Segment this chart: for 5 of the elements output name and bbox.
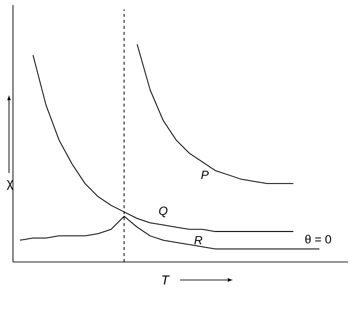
series-label: R (194, 236, 202, 244)
series-label: P (201, 170, 209, 179)
annotation: θ = 0 (305, 234, 332, 244)
series-label: Q (159, 206, 168, 218)
x-axis-title: T (162, 276, 170, 284)
